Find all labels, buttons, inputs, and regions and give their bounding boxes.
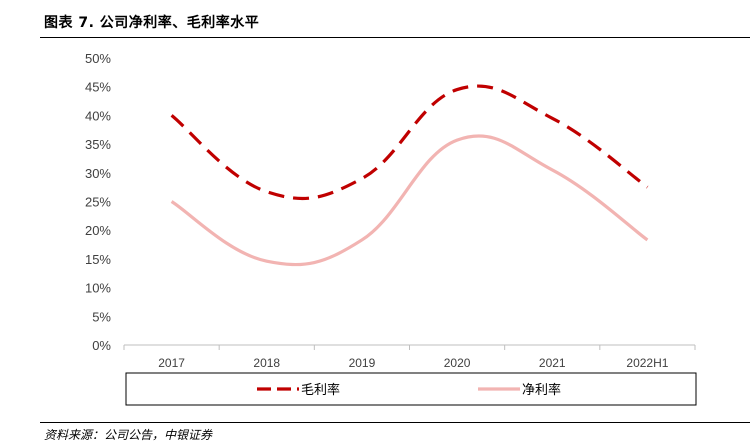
x-tick-label: 2020	[444, 356, 471, 370]
y-tick-label: 25%	[85, 195, 111, 210]
footer-divider	[40, 422, 750, 423]
series-line-gross-margin	[170, 84, 649, 201]
x-tick-label: 2017	[158, 356, 185, 370]
y-tick-label: 0%	[92, 338, 111, 353]
y-tick-label: 5%	[92, 309, 111, 324]
legend-box	[125, 372, 697, 406]
y-tick-label: 50%	[85, 51, 111, 66]
y-tick-label: 10%	[85, 281, 111, 296]
series-line-net-margin	[170, 134, 649, 267]
y-tick-label: 45%	[85, 80, 111, 95]
legend-label: 毛利率	[301, 382, 340, 398]
x-tick-label: 2019	[349, 356, 376, 370]
title-divider	[40, 37, 750, 38]
y-tick-label: 20%	[85, 223, 111, 238]
y-tick-label: 15%	[85, 252, 111, 267]
x-tick-label: 2022H1	[626, 356, 668, 370]
y-tick-label: 30%	[85, 166, 111, 181]
figure-header: 图表 7. 公司净利率、毛利率水平	[0, 0, 754, 38]
y-tick-label: 40%	[85, 108, 111, 123]
source-note: 资料来源：公司公告，中银证券	[44, 428, 213, 442]
x-tick-label: 2018	[253, 356, 280, 370]
y-tick-label: 35%	[85, 137, 111, 152]
x-tick-label: 2021	[539, 356, 566, 370]
figure-title: 图表 7. 公司净利率、毛利率水平	[44, 15, 260, 31]
line-chart: 2017 2018 2019 2020 2021 2022H1 0% 5% 10% 15% 20% 2…	[85, 51, 697, 406]
legend-label: 净利率	[522, 382, 561, 398]
